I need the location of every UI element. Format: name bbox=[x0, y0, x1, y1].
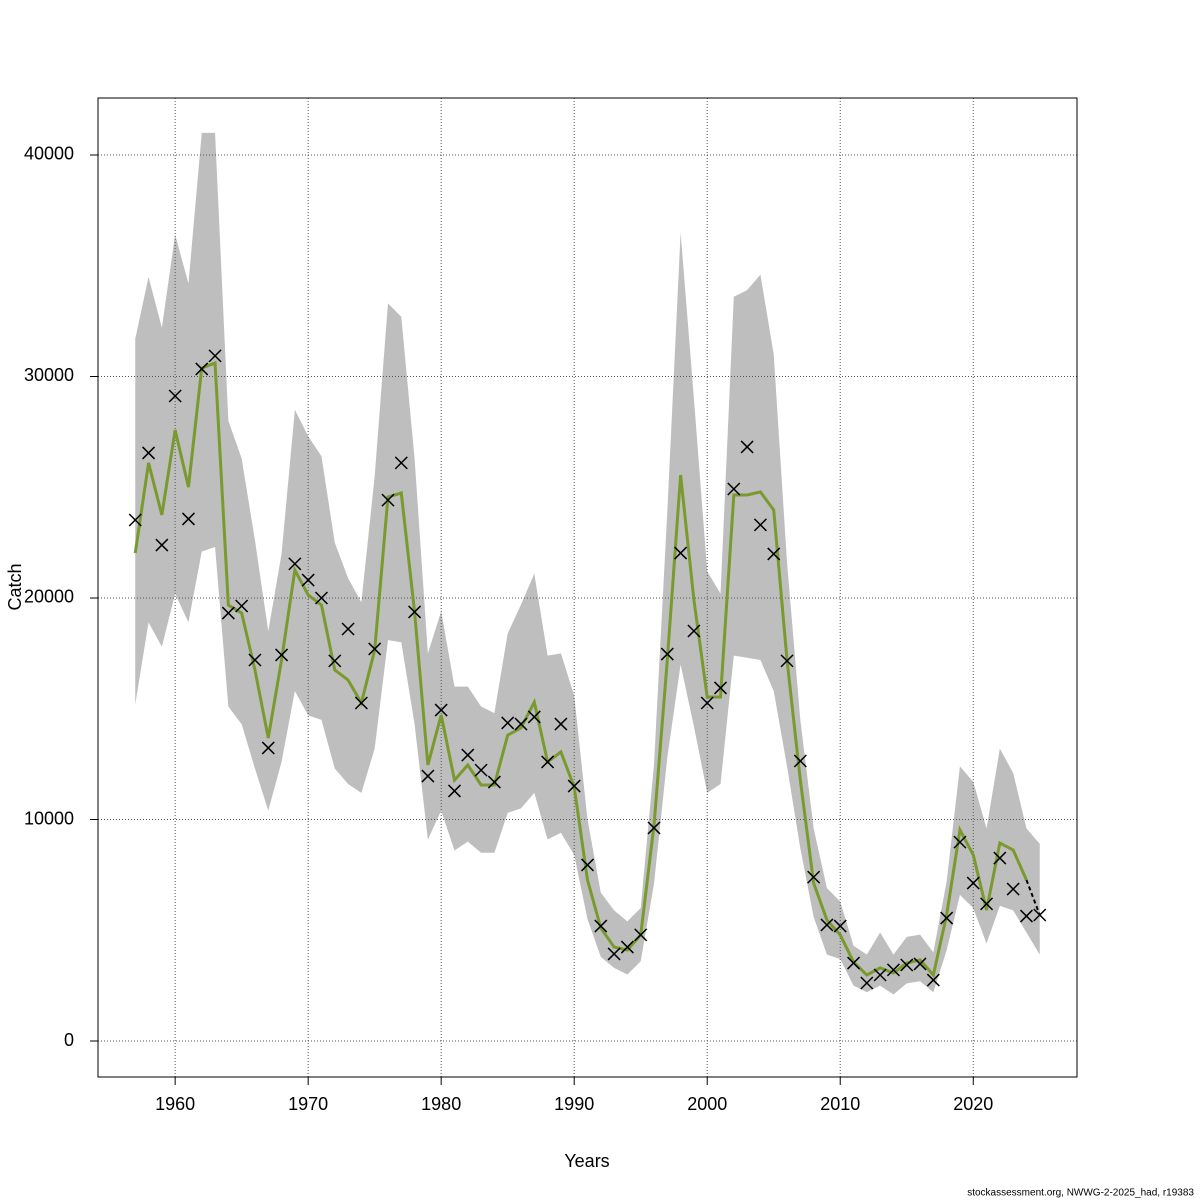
x-tick-label: 2000 bbox=[687, 1094, 727, 1114]
observation bbox=[727, 482, 741, 496]
x-tick-label: 1980 bbox=[421, 1094, 461, 1114]
y-tick-label: 20000 bbox=[24, 587, 74, 607]
observation bbox=[421, 769, 435, 783]
observation bbox=[168, 389, 182, 403]
observation bbox=[514, 717, 528, 731]
observation bbox=[980, 897, 994, 911]
plot-frame bbox=[97, 97, 1078, 1078]
observation bbox=[301, 573, 315, 587]
footer: stockassessment.org, NWWG-2-2025_had, r1… bbox=[967, 1188, 1194, 1199]
observation bbox=[474, 763, 488, 777]
observation bbox=[181, 512, 195, 526]
estimate-line bbox=[133, 360, 1028, 979]
observation bbox=[580, 858, 595, 872]
observation bbox=[155, 538, 169, 552]
observation bbox=[142, 446, 156, 460]
observation bbox=[700, 696, 714, 710]
observation bbox=[1033, 908, 1047, 922]
observation bbox=[926, 973, 940, 987]
observation bbox=[674, 546, 688, 560]
observation bbox=[873, 968, 887, 982]
y-tick-label: 10000 bbox=[24, 808, 74, 828]
observation bbox=[594, 919, 608, 933]
observation bbox=[634, 928, 648, 942]
x-tick-label: 1970 bbox=[288, 1094, 328, 1114]
observation bbox=[860, 976, 874, 990]
observation bbox=[993, 851, 1007, 865]
y-tick-label: 40000 bbox=[24, 144, 74, 164]
plot-area bbox=[98, 98, 1077, 1077]
observation bbox=[900, 958, 914, 972]
y-tick-label: 30000 bbox=[24, 365, 74, 385]
observation bbox=[713, 681, 728, 695]
x-tick-label: 2020 bbox=[953, 1094, 993, 1114]
observation bbox=[620, 940, 634, 954]
observation bbox=[461, 748, 475, 762]
observation bbox=[314, 591, 328, 605]
observation bbox=[208, 349, 222, 363]
observation bbox=[235, 599, 249, 613]
observation bbox=[221, 606, 235, 620]
observation bbox=[368, 642, 382, 656]
observation bbox=[527, 710, 541, 724]
observation bbox=[660, 647, 674, 661]
observation bbox=[341, 622, 355, 636]
observation bbox=[753, 518, 767, 532]
observation bbox=[807, 870, 821, 884]
observation bbox=[354, 696, 368, 710]
observation bbox=[953, 835, 967, 849]
forecast-line bbox=[1025, 879, 1041, 916]
observation bbox=[275, 648, 289, 662]
observation bbox=[195, 362, 209, 376]
observation bbox=[394, 456, 408, 470]
observation bbox=[607, 947, 621, 961]
observation bbox=[261, 741, 275, 755]
observation bbox=[820, 918, 834, 932]
observation bbox=[288, 557, 302, 571]
observation bbox=[886, 963, 900, 977]
x-tick-label: 2010 bbox=[820, 1094, 860, 1114]
observation bbox=[740, 440, 754, 454]
observation bbox=[541, 755, 555, 769]
observation bbox=[780, 654, 794, 668]
x-tick-label: 1960 bbox=[155, 1094, 195, 1114]
observation bbox=[567, 779, 581, 793]
confidence-band bbox=[135, 132, 1040, 995]
observation bbox=[328, 654, 342, 668]
observation bbox=[501, 716, 515, 730]
observation bbox=[381, 493, 395, 507]
observation bbox=[447, 784, 462, 798]
observation bbox=[248, 653, 262, 667]
observation bbox=[966, 876, 980, 890]
observation bbox=[554, 717, 568, 731]
x-tick-label: 1990 bbox=[554, 1094, 594, 1114]
observation bbox=[687, 624, 701, 638]
y-tick-label: 0 bbox=[64, 1030, 74, 1050]
observation bbox=[434, 703, 448, 717]
observation bbox=[940, 911, 954, 925]
observation bbox=[128, 513, 142, 527]
observation bbox=[1006, 882, 1020, 896]
observation bbox=[487, 775, 501, 789]
observation bbox=[793, 754, 807, 768]
x-axis-label: Years bbox=[564, 1151, 609, 1171]
observation bbox=[647, 821, 661, 835]
observation bbox=[767, 547, 781, 561]
observation bbox=[847, 956, 861, 970]
observation bbox=[1019, 909, 1033, 923]
observation bbox=[913, 957, 927, 971]
observation bbox=[833, 919, 847, 933]
observation bbox=[408, 605, 422, 619]
y-axis-label: Catch bbox=[5, 563, 25, 610]
